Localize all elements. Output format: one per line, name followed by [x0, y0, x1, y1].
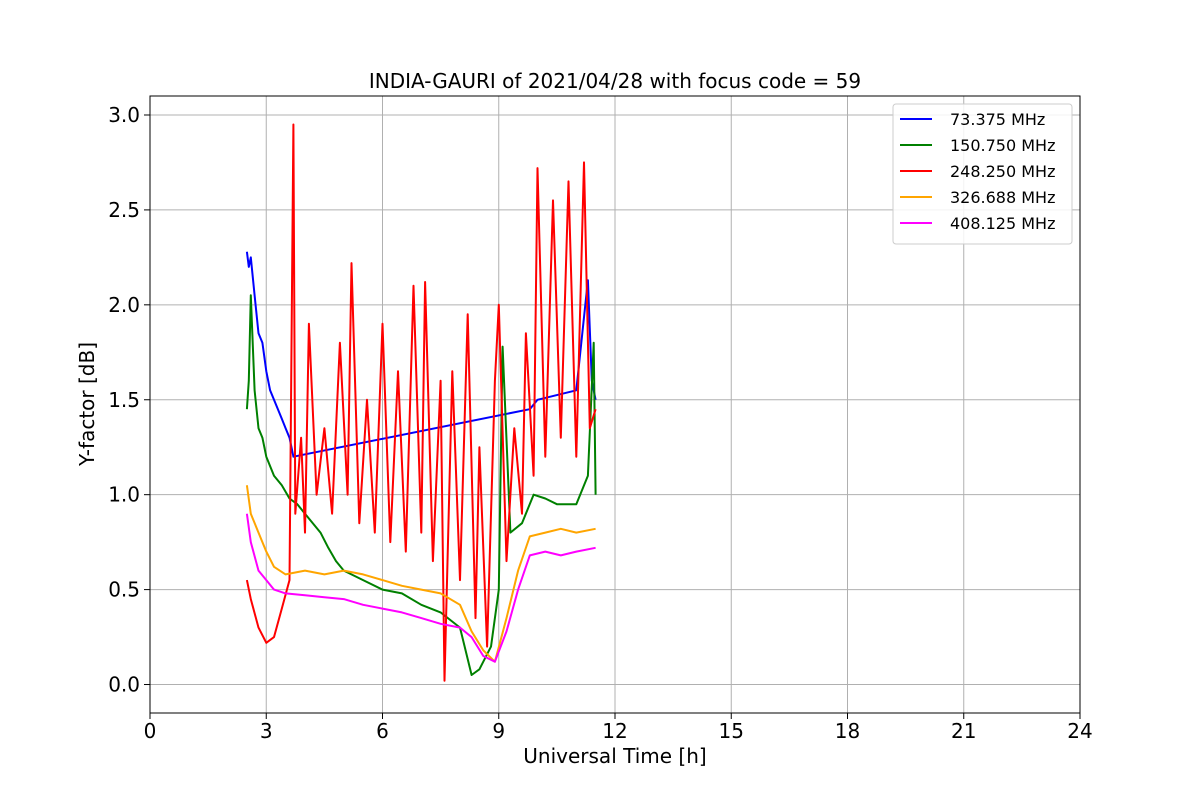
- y-tick-label: 0.0: [108, 673, 140, 697]
- legend-label: 326.688 MHz: [950, 188, 1055, 207]
- x-tick-label: 6: [376, 719, 389, 743]
- y-tick-label: 1.5: [108, 388, 140, 412]
- plot-series: [245, 123, 597, 682]
- legend-label: 73.375 MHz: [950, 110, 1045, 129]
- y-tick-label: 2.5: [108, 198, 140, 222]
- x-tick-label: 9: [492, 719, 505, 743]
- x-tick-label: 24: [1067, 719, 1092, 743]
- x-axis: 0 3 6 9 12 15 18 21 24: [144, 713, 1093, 743]
- legend-box: [892, 103, 1073, 245]
- legend-label: 248.250 MHz: [950, 162, 1055, 181]
- legend-label: 150.750 MHz: [950, 136, 1055, 155]
- y-tick-label: 2.0: [108, 293, 140, 317]
- x-tick-label: 3: [260, 719, 273, 743]
- series-line: [245, 123, 597, 682]
- y-tick-label: 0.5: [108, 578, 140, 602]
- chart-title: INDIA-GAURI of 2021/04/28 with focus cod…: [369, 69, 861, 93]
- y-tick-label: 1.0: [108, 483, 140, 507]
- y-axis-label: Y-factor [dB]: [75, 342, 99, 467]
- y-tick-label: 3.0: [108, 103, 140, 127]
- legend: 73.375 MHz 150.750 MHz 248.250 MHz 326.688 …: [892, 103, 1073, 245]
- series-line: [245, 294, 597, 676]
- series-line: [245, 251, 597, 458]
- x-tick-label: 21: [951, 719, 976, 743]
- series-line: [245, 485, 596, 663]
- x-tick-label: 15: [719, 719, 744, 743]
- x-tick-label: 12: [602, 719, 627, 743]
- series-line: [245, 513, 596, 663]
- x-tick-label: 18: [835, 719, 860, 743]
- y-axis: 0.0 0.5 1.0 1.5 2.0 2.5 3.0: [108, 103, 150, 697]
- legend-label: 408.125 MHz: [950, 214, 1055, 233]
- x-axis-label: Universal Time [h]: [523, 744, 706, 768]
- x-tick-label: 0: [144, 719, 157, 743]
